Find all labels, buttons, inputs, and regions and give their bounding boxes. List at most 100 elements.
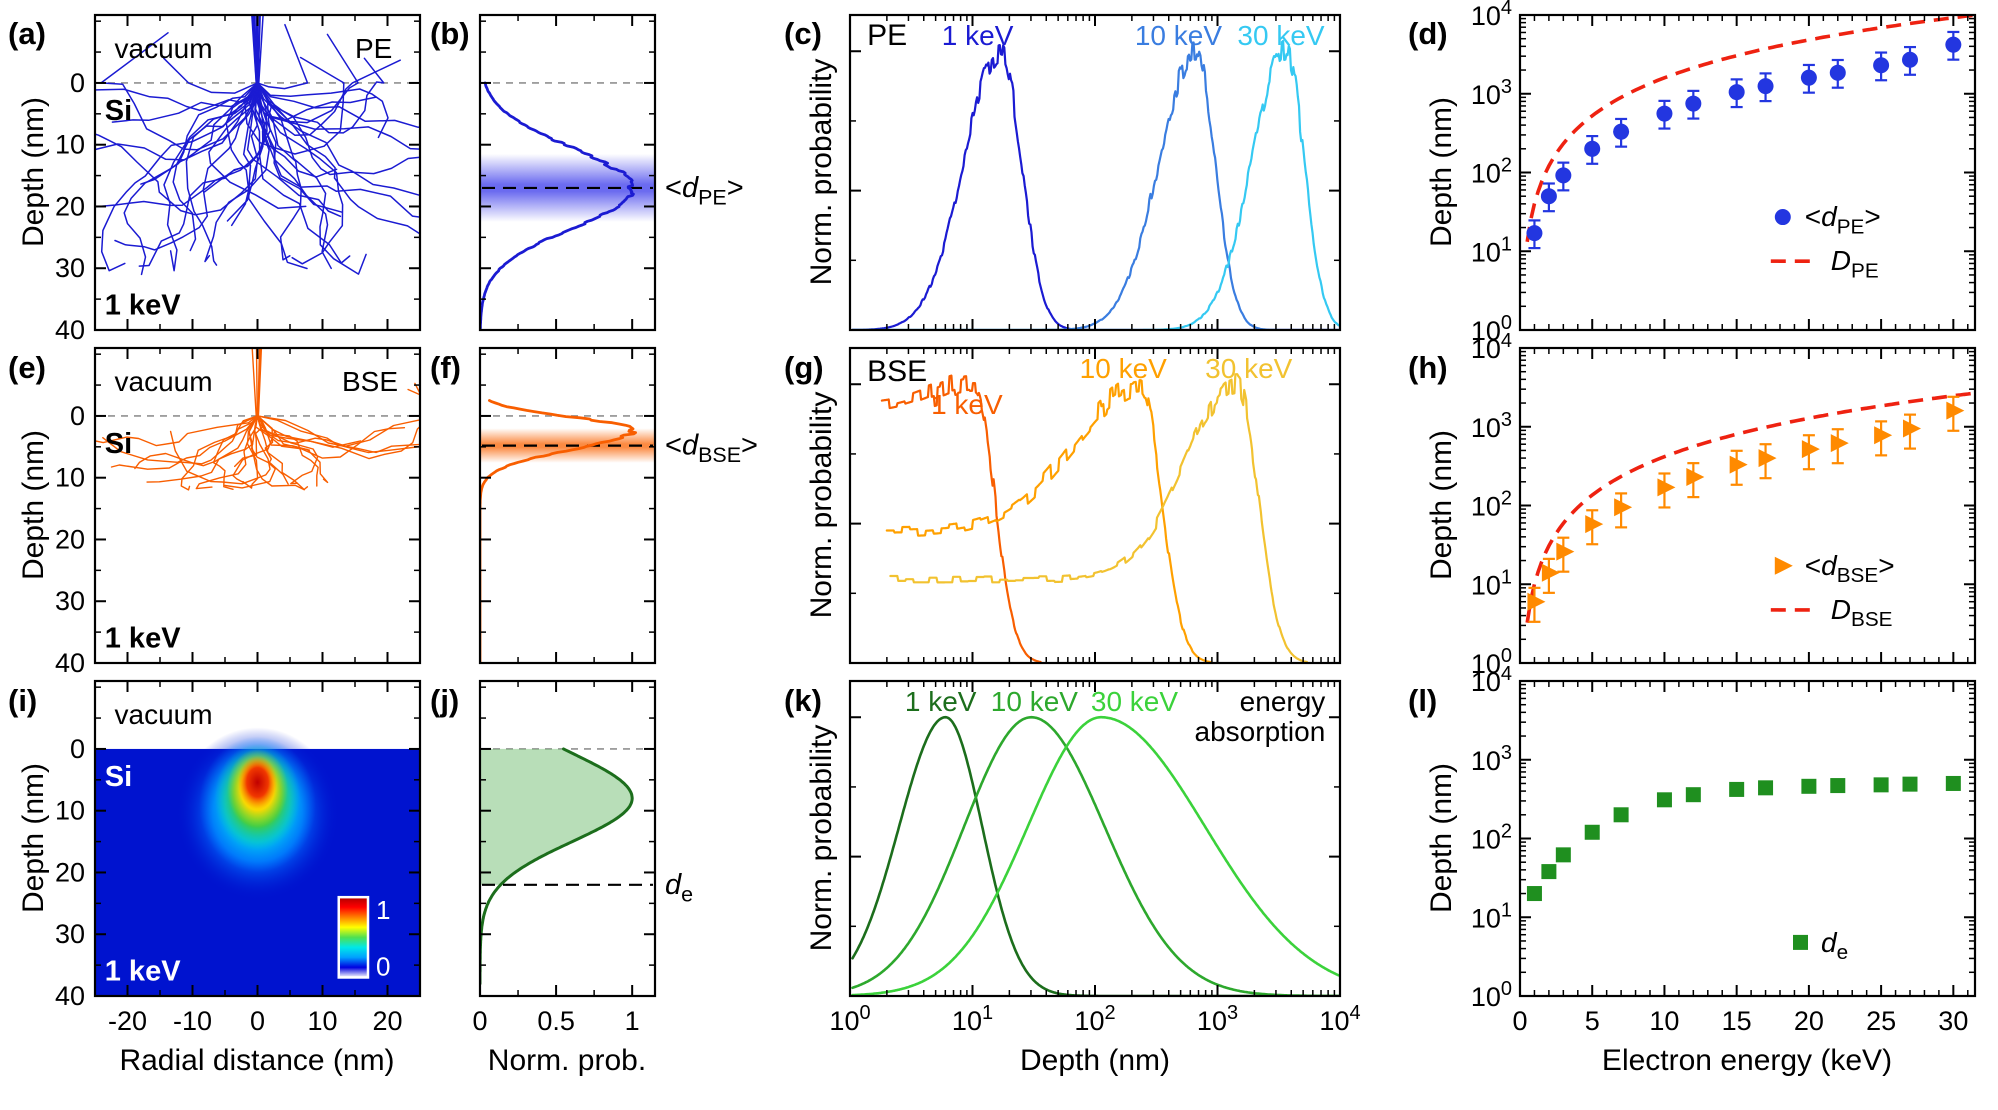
profile-curve <box>480 399 637 663</box>
distribution-curve <box>851 715 1340 996</box>
trajectory <box>242 82 308 270</box>
axis-ticks <box>479 681 655 997</box>
trajectory <box>251 348 258 420</box>
x-tick-label: 25 <box>1866 1006 1896 1036</box>
trajectory <box>256 415 420 454</box>
fit-curve <box>1525 391 1975 623</box>
distribution-curve <box>851 715 1340 996</box>
data-point <box>1800 69 1817 86</box>
trajectory <box>242 415 259 489</box>
trajectory <box>114 82 259 251</box>
data-point <box>1873 57 1890 74</box>
data-point <box>1946 401 1965 420</box>
axis-ticks <box>849 681 1341 996</box>
data-point <box>1584 140 1601 157</box>
colorbar <box>337 895 370 979</box>
x-tick-label: 101 <box>952 1002 993 1036</box>
data-point <box>1585 515 1604 534</box>
annotation: 30 keV <box>1237 20 1324 51</box>
data-point <box>1903 419 1921 438</box>
distribution-curve <box>851 39 1340 330</box>
annotation: vacuum <box>115 366 213 397</box>
data-point <box>1830 434 1849 453</box>
annotation: 1 keV <box>942 20 1014 51</box>
trajectory <box>134 415 259 470</box>
trajectory <box>257 15 261 87</box>
data-point <box>1584 824 1600 840</box>
trajectory <box>172 82 259 252</box>
y-tick-label: 103 <box>1471 76 1512 110</box>
colorbar-min-label: 0 <box>376 951 390 981</box>
trajectory <box>100 82 259 272</box>
panel-label-k: (k) <box>784 683 822 718</box>
y-tick-label: 20 <box>55 524 85 554</box>
axis-ticks <box>94 15 421 331</box>
annotation: 1 keV <box>105 956 181 988</box>
trajectory <box>256 82 343 213</box>
x-tick-label: 15 <box>1722 1006 1752 1036</box>
y-axis-title-depth-h: Depth (nm) <box>1425 429 1458 581</box>
data-point <box>1526 886 1542 902</box>
annotation: 30 keV <box>1205 353 1292 384</box>
trajectory <box>257 348 262 420</box>
legend-marker <box>1774 556 1793 575</box>
y-tick-label: 10 <box>55 463 85 493</box>
annotation: energy <box>1240 686 1326 717</box>
y-tick-label: 102 <box>1471 488 1512 522</box>
y-tick-label: 104 <box>1471 0 1512 31</box>
data-point <box>1656 792 1672 808</box>
data-point <box>1801 778 1817 794</box>
data-point <box>1555 847 1571 863</box>
data-point <box>1526 225 1543 242</box>
annotation: 1 keV <box>105 623 181 655</box>
legend-marker <box>1793 934 1808 950</box>
trajectory <box>256 23 309 90</box>
axis-ticks <box>479 348 655 664</box>
data-point <box>1685 95 1702 112</box>
annotation: vacuum <box>115 699 213 730</box>
trajectory <box>195 415 259 490</box>
y-axis-title-depth-l: Depth (nm) <box>1425 762 1458 914</box>
y-tick-label: 30 <box>55 919 85 949</box>
x-tick-label: 103 <box>1197 1002 1238 1036</box>
legend-marker <box>1774 209 1791 226</box>
x-tick-label: 30 <box>1938 1006 1968 1036</box>
axis-ticks <box>479 15 655 331</box>
trajectory <box>163 57 259 94</box>
x-tick-label: 0 <box>1512 1006 1527 1036</box>
panel-k: 100 101 102 103 104 1 keV 10 keV 30 keV energyab… <box>829 679 1361 1036</box>
legend-label: de <box>1821 927 1848 964</box>
x-axis-title-electron-energy: Electron energy (keV) <box>1601 1044 1893 1077</box>
panel-label-b: (b) <box>430 16 470 51</box>
y-tick-label: 101 <box>1471 899 1512 933</box>
mean-depth-label: de <box>665 869 693 907</box>
trajectory <box>256 82 420 218</box>
data-point <box>1874 426 1893 445</box>
y-tick-label: 0 <box>70 734 85 764</box>
panel-a: 0 10 20 30 40 vacuum PE Si 1 keV <box>55 13 422 345</box>
data-point <box>1729 781 1745 797</box>
mean-depth-label: <dBSE> <box>665 430 758 468</box>
annotation: PE <box>355 33 392 64</box>
data-point <box>1902 776 1918 792</box>
x-tick-label: 5 <box>1585 1006 1600 1036</box>
trajectory <box>225 82 259 227</box>
trajectory <box>256 82 344 265</box>
panel-label-h: (h) <box>1408 350 1448 385</box>
axis-ticks <box>94 681 421 997</box>
trajectory <box>224 415 276 489</box>
data-point <box>1555 167 1572 184</box>
x-tick-label: 0 <box>472 1006 487 1036</box>
panel-label-e: (e) <box>8 350 46 385</box>
trajectory <box>110 415 259 470</box>
panel-f: <dBSE> <box>478 346 758 665</box>
trajectory <box>256 82 420 235</box>
trajectory <box>255 415 329 484</box>
panel-frame <box>848 346 1342 665</box>
data-point <box>1758 449 1777 468</box>
annotation: 1 keV <box>905 686 977 717</box>
trajectory <box>257 15 264 87</box>
data-point <box>1829 64 1846 81</box>
y-tick-label: 20 <box>55 191 85 221</box>
y-tick-label: 40 <box>55 981 85 1011</box>
